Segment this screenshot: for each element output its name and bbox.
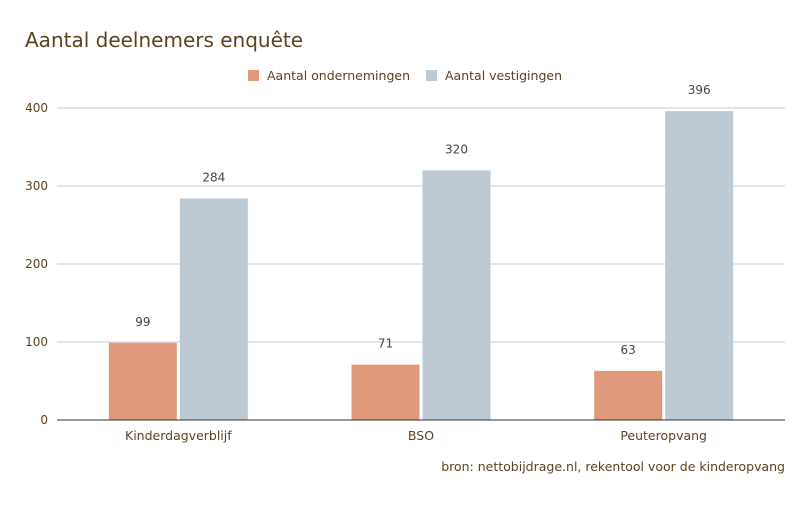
- legend-label: Aantal ondernemingen: [267, 68, 410, 83]
- source-note: bron: nettobijdrage.nl, rekentool voor d…: [441, 459, 785, 474]
- bar: [179, 198, 248, 420]
- bars: 99 284 71 320 63 396: [57, 83, 785, 421]
- data-label: 320: [445, 142, 468, 156]
- legend-label: Aantal vestigingen: [445, 68, 562, 83]
- x-tick-label: Kinderdagverblijf: [125, 428, 232, 443]
- y-tick-label: 300: [25, 179, 48, 193]
- bar: [422, 170, 491, 420]
- y-tick-label: 0: [40, 413, 48, 427]
- legend-swatch: [248, 70, 259, 81]
- x-axis-labels: Kinderdagverblijf BSO Peuteropvang: [125, 428, 707, 443]
- data-label: 99: [135, 315, 150, 329]
- x-tick-label: Peuteropvang: [620, 428, 707, 443]
- bar: [665, 111, 734, 421]
- data-label: 71: [378, 337, 393, 351]
- y-tick-label: 100: [25, 335, 48, 349]
- legend-swatch: [426, 70, 437, 81]
- data-label: 396: [688, 83, 711, 97]
- data-label: 63: [621, 343, 636, 357]
- chart-title: Aantal deelnemers enquête: [25, 28, 303, 52]
- bar: [594, 370, 663, 420]
- bar: [108, 342, 177, 420]
- gridlines: 0 100 200 300 400: [25, 101, 785, 427]
- x-tick-label: BSO: [408, 428, 434, 443]
- y-tick-label: 400: [25, 101, 48, 115]
- data-label: 284: [202, 170, 225, 184]
- legend: Aantal ondernemingen Aantal vestigingen: [248, 68, 562, 83]
- y-tick-label: 200: [25, 257, 48, 271]
- bar: [351, 364, 420, 420]
